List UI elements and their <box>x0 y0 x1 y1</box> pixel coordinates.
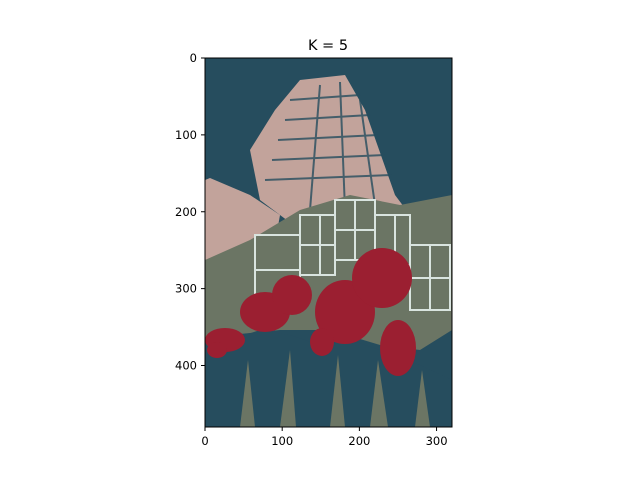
x-tick-label: 200 <box>348 434 370 448</box>
x-tick-label: 100 <box>271 434 293 448</box>
y-tick-label: 400 <box>175 359 197 373</box>
y-tick-label: 0 <box>190 51 197 65</box>
y-tick-label: 100 <box>175 128 197 142</box>
quantized-image <box>204 57 453 428</box>
foreground-stems <box>240 350 430 427</box>
chart-title: K = 5 <box>308 38 348 54</box>
y-axis: 0 100 200 300 400 <box>175 51 205 373</box>
image-frame <box>204 57 453 428</box>
tower-windows <box>264 81 393 211</box>
y-tick-label: 200 <box>175 205 197 219</box>
glass-grid <box>254 199 451 311</box>
x-axis: 0 100 200 300 <box>201 427 448 448</box>
red-flower-region <box>205 248 416 376</box>
x-tick-label: 300 <box>426 434 448 448</box>
y-tick-label: 300 <box>175 282 197 296</box>
tower-region <box>250 75 410 235</box>
x-tick-label: 0 <box>201 434 208 448</box>
